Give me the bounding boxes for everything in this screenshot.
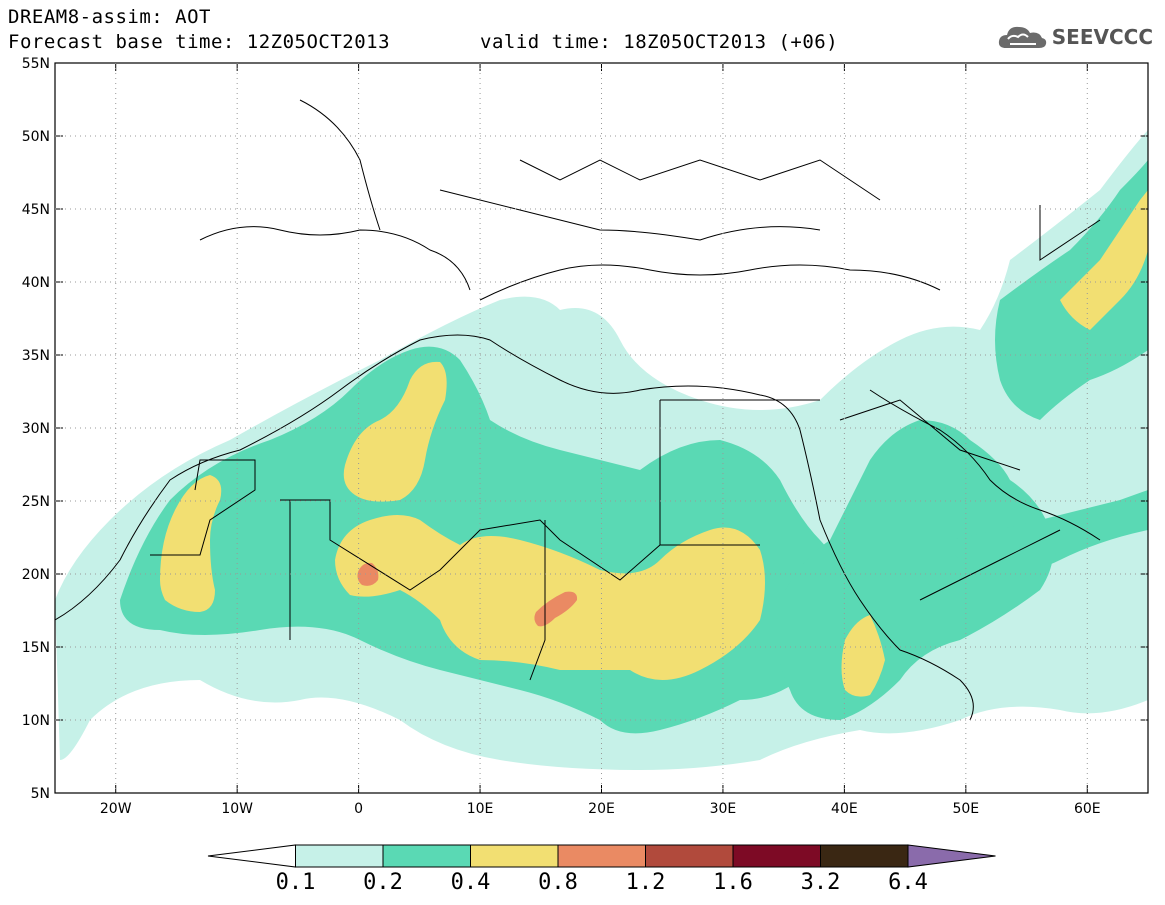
lon-label: 20W xyxy=(100,801,132,817)
valid-time: valid time: 18Z05OCT2013 (+06) xyxy=(480,31,839,53)
colorbar-swatch xyxy=(732,844,821,868)
colorbar-label: 6.4 xyxy=(888,870,928,895)
country-borders xyxy=(55,99,1101,721)
seevccc-logo: SEEVCCC xyxy=(996,22,1153,52)
lat-label: 55N xyxy=(22,56,50,72)
colorbar-label: 3.2 xyxy=(801,870,841,895)
map-title: DREAM8-assim: AOT xyxy=(8,6,211,28)
lon-label: 30E xyxy=(710,801,737,817)
lat-label: 50N xyxy=(22,129,50,145)
colorbar-swatch xyxy=(382,844,471,868)
lon-label: 10E xyxy=(467,801,494,817)
colorbar-swatch xyxy=(557,844,646,868)
lon-label: 40E xyxy=(831,801,858,817)
colorbar-label: 0.2 xyxy=(363,870,403,895)
colorbar-swatch xyxy=(645,844,734,868)
colorbar-swatch xyxy=(295,844,384,868)
colorbar-label: 0.4 xyxy=(451,870,491,895)
lat-label: 20N xyxy=(22,567,50,583)
aot-level-0.4 xyxy=(160,190,1148,697)
lon-label: 60E xyxy=(1074,801,1101,817)
logo-text: SEEVCCC xyxy=(1051,25,1153,49)
lat-label: 5N xyxy=(31,786,50,802)
cloud-logo-icon xyxy=(998,26,1046,48)
colorbar-swatch xyxy=(820,844,909,868)
colorbar-label: 0.8 xyxy=(538,870,578,895)
lat-label: 30N xyxy=(22,421,50,437)
latitude-axis: 55N 50N 45N 40N 35N 30N 25N 20N 15N 10N 5N xyxy=(22,56,1148,802)
colorbar-swatch xyxy=(470,844,559,868)
lon-label: 50E xyxy=(952,801,979,817)
colorbar-label: 1.6 xyxy=(713,870,753,895)
lat-label: 40N xyxy=(22,275,50,291)
lat-label: 10N xyxy=(22,713,50,729)
colorbar-arrow-low xyxy=(207,844,296,868)
lat-label: 25N xyxy=(22,494,50,510)
lat-label: 45N xyxy=(22,202,50,218)
colorbar-label: 0.1 xyxy=(276,870,316,895)
lon-label: 20E xyxy=(588,801,615,817)
colorbar-label: 1.2 xyxy=(626,870,666,895)
lat-label: 15N xyxy=(22,640,50,656)
colorbar: 0.1 0.2 0.4 0.8 1.2 1.6 3.2 6.4 xyxy=(207,844,996,895)
colorbar-arrow-high xyxy=(907,844,996,868)
gridlines xyxy=(55,63,1148,793)
forecast-base-time: Forecast base time: 12Z05OCT2013 xyxy=(8,31,391,53)
lon-label: 10W xyxy=(221,801,253,817)
lat-label: 35N xyxy=(22,348,50,364)
lon-label: 0 xyxy=(354,801,363,817)
